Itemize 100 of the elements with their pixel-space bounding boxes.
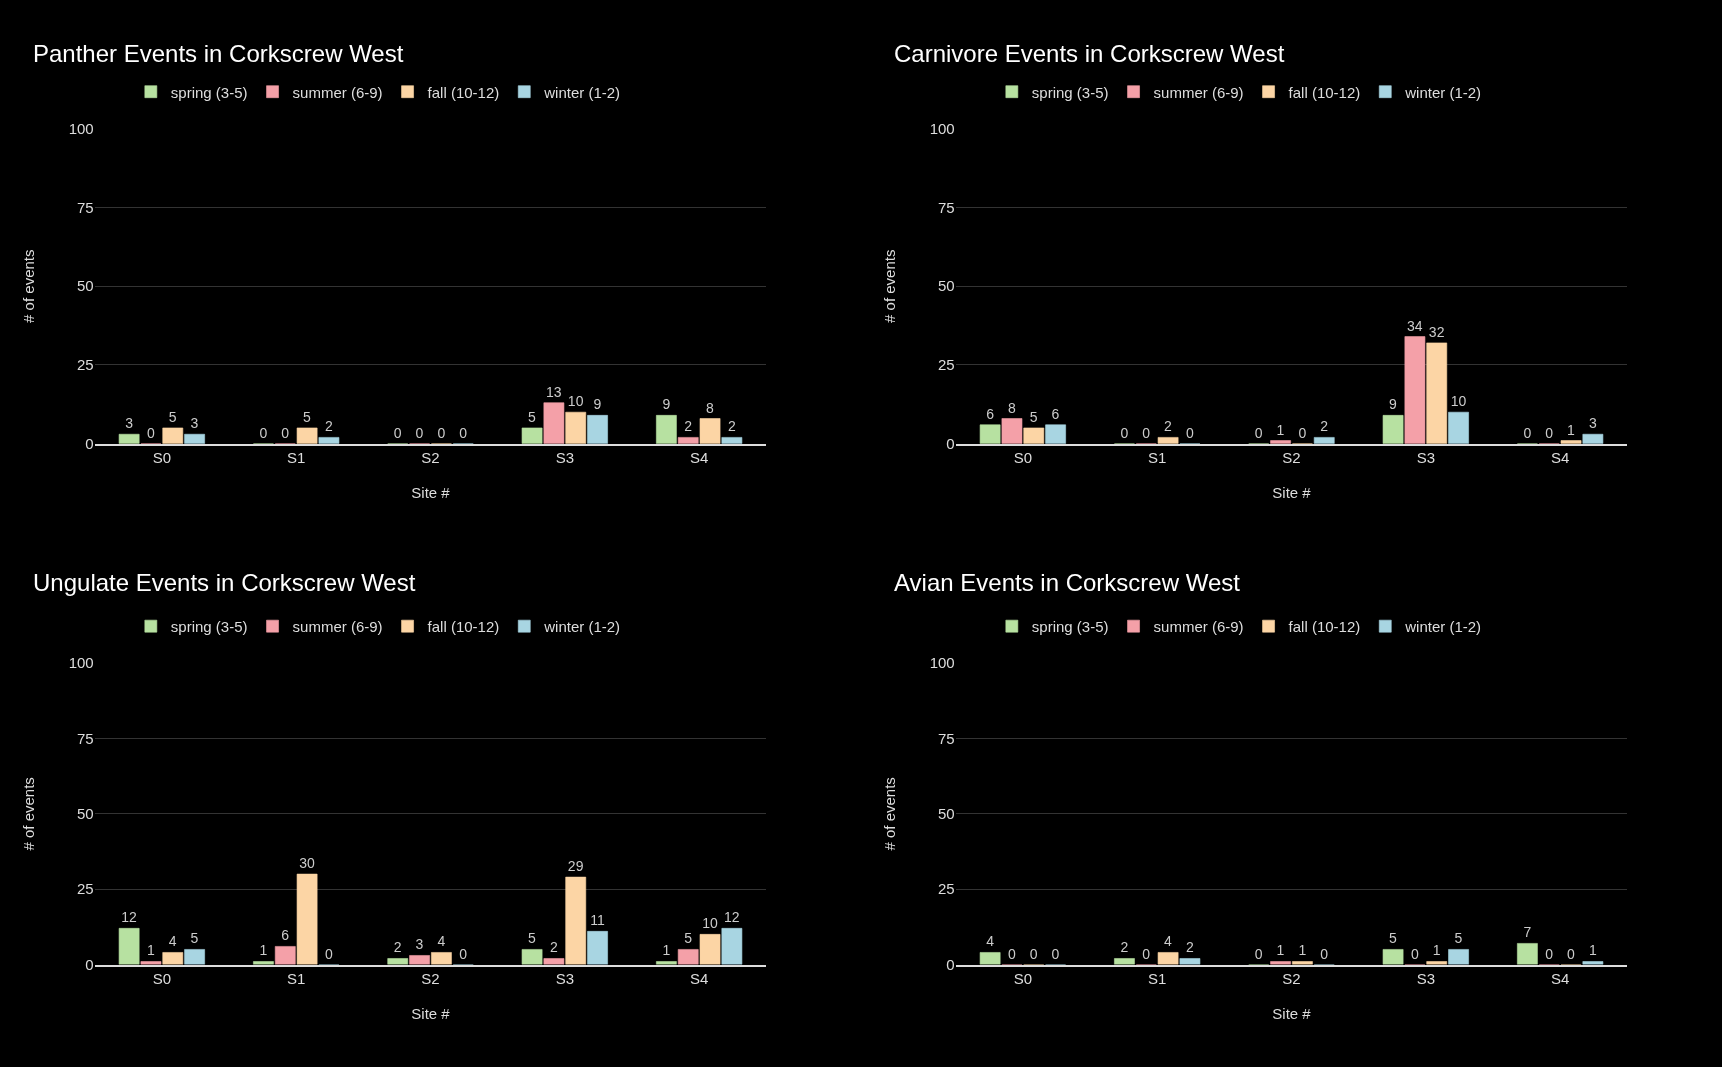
legend-label: summer (6-9) [1153,83,1244,101]
y-tick-label: 100 [929,119,955,137]
data-label: 2 [393,939,402,956]
data-label: 12 [121,909,138,926]
data-label: 34 [1407,317,1423,334]
y-tick-label: 75 [77,729,94,747]
data-label: 0 [1410,945,1419,962]
data-label: 5 [1389,930,1398,947]
data-label: 0 [459,424,468,441]
y-tick-label: 50 [938,805,955,823]
legend-label: winter (1-2) [543,618,621,635]
x-tick-label: S3 [1416,970,1435,988]
data-label: 0 [1185,424,1194,441]
x-tick-label: S2 [421,449,440,467]
data-label: 0 [259,424,268,441]
data-label: 0 [1142,424,1151,441]
data-label: 0 [1254,945,1263,962]
data-label: 2 [549,939,558,956]
data-label: 0 [1142,945,1151,962]
x-tick-label: S1 [1148,449,1167,467]
data-label: 0 [459,945,468,962]
data-label: 1 [1588,942,1597,959]
x-tick-label: S0 [152,449,172,467]
chart-title: Avian Events in Corkscrew West [894,569,1241,596]
y-tick-label: 50 [77,277,94,295]
data-label: 0 [1120,424,1129,441]
data-label: 0 [1567,945,1576,962]
data-label: 5 [190,930,199,947]
legend-label: winter (1-2) [1404,618,1482,635]
x-axis-title: Site # [1272,483,1312,501]
legend-label: fall (10-12) [1288,618,1361,635]
data-label: 10 [1450,393,1467,410]
legend-label: summer (6-9) [1153,618,1244,635]
data-label: 6 [281,927,290,944]
legend-label: spring (3-5) [170,618,248,635]
data-label: 3 [190,415,199,432]
y-axis-title: # of events [880,777,898,851]
x-tick-label: S3 [555,449,574,467]
y-tick-label: 100 [68,119,94,137]
data-label: 4 [1164,933,1173,950]
data-label: 0 [324,945,333,962]
data-label: 2 [1320,418,1329,435]
data-label: 9 [1389,396,1398,413]
data-label: 29 [567,858,584,875]
y-tick-label: 0 [946,434,955,452]
x-tick-label: S3 [555,970,574,988]
y-tick-label: 100 [929,654,955,672]
x-tick-label: S4 [1550,970,1570,988]
y-axis-title: # of events [19,777,37,851]
data-label: 5 [1454,930,1463,947]
y-tick-label: 75 [77,198,94,216]
data-label: 10 [702,915,718,932]
y-tick-label: 100 [68,654,94,672]
x-tick-label: S2 [1282,449,1301,467]
x-tick-label: S0 [1013,970,1033,988]
data-label: 0 [1051,945,1060,962]
x-tick-label: S4 [1550,449,1570,467]
x-tick-label: S4 [689,970,709,988]
y-tick-label: 75 [938,729,955,747]
data-label: 30 [299,855,315,872]
y-axis-title: # of events [880,249,898,323]
x-axis-title: Site # [1272,1004,1312,1022]
data-label: 0 [146,424,155,441]
y-tick-label: 50 [938,277,955,295]
x-tick-label: S4 [689,449,709,467]
legend-label: spring (3-5) [1031,83,1109,101]
legend-label: fall (10-12) [1288,83,1361,101]
x-tick-label: S1 [287,970,306,988]
data-label: 3 [125,415,134,432]
x-axis-title: Site # [411,483,451,501]
x-tick-label: S1 [1148,970,1167,988]
data-label: 0 [1029,945,1038,962]
y-tick-label: 50 [77,805,94,823]
data-label: 4 [986,933,995,950]
data-label: 0 [1523,424,1532,441]
data-label: 6 [1051,405,1060,422]
chart-title: Ungulate Events in Corkscrew West [33,569,416,596]
data-label: 0 [1254,424,1263,441]
y-tick-label: 25 [938,356,955,374]
data-label: 5 [684,930,693,947]
y-tick-label: 25 [77,356,94,374]
data-label: 5 [303,408,312,425]
data-label: 4 [437,933,446,950]
data-label: 5 [168,408,177,425]
data-label: 5 [528,408,537,425]
data-label: 8 [1007,399,1016,416]
data-label: 0 [437,424,446,441]
x-tick-label: S1 [287,449,306,467]
legend-label: fall (10-12) [427,83,500,101]
data-label: 1 [1432,942,1441,959]
data-label: 0 [1545,945,1554,962]
x-tick-label: S0 [152,970,172,988]
data-label: 0 [1545,424,1554,441]
legend-label: summer (6-9) [292,618,383,635]
chart-title: Carnivore Events in Corkscrew West [894,40,1285,67]
data-label: 3 [415,936,424,953]
y-tick-label: 75 [938,198,955,216]
data-label: 0 [1007,945,1016,962]
x-tick-label: S0 [1013,449,1033,467]
data-label: 7 [1523,924,1532,941]
